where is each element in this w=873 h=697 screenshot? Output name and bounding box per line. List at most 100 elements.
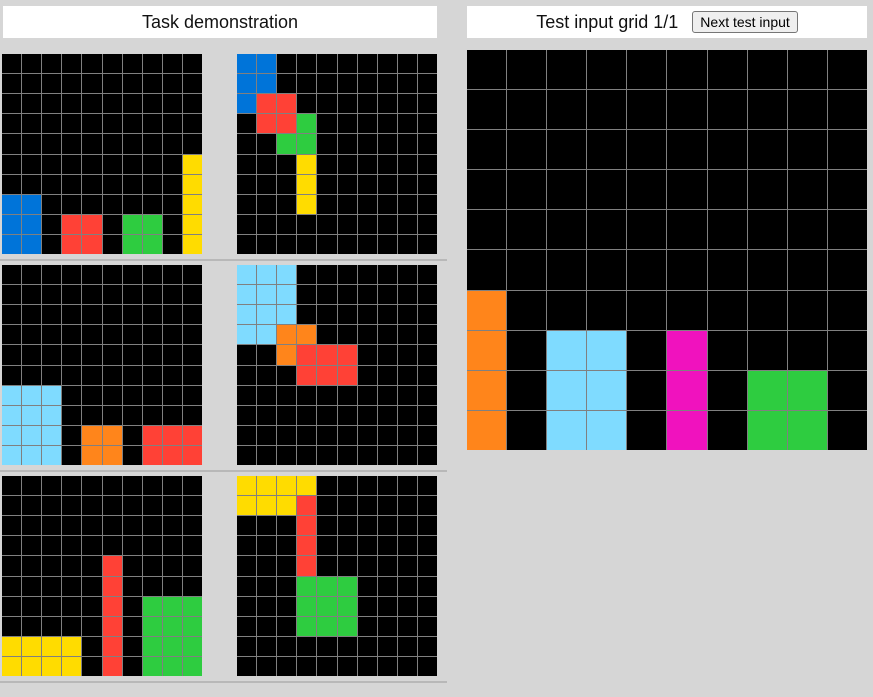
grid-cell bbox=[122, 536, 142, 556]
grid-cell bbox=[42, 636, 62, 656]
grid-cell bbox=[257, 345, 277, 365]
grid-cell bbox=[507, 330, 547, 370]
grid-cell bbox=[377, 636, 397, 656]
grid-cell bbox=[467, 290, 507, 330]
grid-cell bbox=[467, 130, 507, 170]
grid-cell bbox=[827, 90, 867, 130]
grid-cell bbox=[467, 90, 507, 130]
grid-cell bbox=[82, 174, 102, 194]
grid-cell bbox=[467, 370, 507, 410]
grid-cell bbox=[377, 114, 397, 134]
grid-cell bbox=[2, 496, 22, 516]
grid-cell bbox=[162, 576, 182, 596]
grid-cell bbox=[62, 556, 82, 576]
grid-cell bbox=[397, 365, 417, 385]
grid-cell bbox=[142, 194, 162, 214]
grid-cell bbox=[397, 656, 417, 676]
grid-cell bbox=[747, 290, 787, 330]
grid-cell bbox=[2, 285, 22, 305]
grid-cell bbox=[82, 365, 102, 385]
grid-cell bbox=[467, 210, 507, 250]
grid-cell bbox=[547, 130, 587, 170]
grid-cell bbox=[317, 496, 337, 516]
grid-cell bbox=[357, 325, 377, 345]
grid-cell bbox=[102, 134, 122, 154]
grid-cell bbox=[162, 174, 182, 194]
grid-cell bbox=[162, 194, 182, 214]
grid-cell bbox=[297, 405, 317, 425]
grid-cell bbox=[397, 556, 417, 576]
grid-cell bbox=[277, 214, 297, 234]
grid-cell bbox=[162, 656, 182, 676]
grid-cell bbox=[237, 405, 257, 425]
grid-cell bbox=[182, 636, 202, 656]
grid-cell bbox=[2, 345, 22, 365]
grid-cell bbox=[82, 596, 102, 616]
grid-cell bbox=[357, 94, 377, 114]
grid-cell bbox=[297, 194, 317, 214]
grid-cell bbox=[82, 385, 102, 405]
grid-cell bbox=[627, 170, 667, 210]
grid-cell bbox=[122, 265, 142, 285]
grid-cell bbox=[257, 365, 277, 385]
grid-cell bbox=[277, 194, 297, 214]
grid-cell bbox=[102, 345, 122, 365]
grid-cell bbox=[122, 516, 142, 536]
grid-cell bbox=[357, 154, 377, 174]
grid-cell bbox=[102, 405, 122, 425]
grid-cell bbox=[122, 576, 142, 596]
grid-cell bbox=[667, 410, 707, 450]
grid-cell bbox=[42, 94, 62, 114]
grid-cell bbox=[337, 536, 357, 556]
grid-cell bbox=[277, 476, 297, 496]
grid-cell bbox=[237, 425, 257, 445]
grid-cell bbox=[62, 636, 82, 656]
grid-cell bbox=[827, 290, 867, 330]
grid-cell bbox=[787, 410, 827, 450]
grid-cell bbox=[22, 576, 42, 596]
pair-divider bbox=[0, 681, 447, 683]
grid-cell bbox=[417, 114, 437, 134]
grid-cell bbox=[2, 616, 22, 636]
grid-cell bbox=[507, 50, 547, 90]
grid-cell bbox=[62, 345, 82, 365]
next-test-input-button[interactable]: Next test input bbox=[692, 11, 798, 33]
grid-cell bbox=[162, 214, 182, 234]
grid-cell bbox=[317, 325, 337, 345]
grid-cell bbox=[122, 154, 142, 174]
grid-cell bbox=[397, 476, 417, 496]
grid-cell bbox=[42, 616, 62, 636]
grid-cell bbox=[102, 636, 122, 656]
grid-cell bbox=[417, 285, 437, 305]
grid-cell bbox=[102, 476, 122, 496]
grid-cell bbox=[667, 170, 707, 210]
grid-cell bbox=[257, 305, 277, 325]
grid-cell bbox=[142, 496, 162, 516]
grid-cell bbox=[182, 596, 202, 616]
grid-cell bbox=[257, 405, 277, 425]
grid-cell bbox=[337, 285, 357, 305]
grid-cell bbox=[417, 596, 437, 616]
grid-cell bbox=[337, 345, 357, 365]
grid-cell bbox=[377, 496, 397, 516]
grid-cell bbox=[707, 330, 747, 370]
grid-cell bbox=[507, 210, 547, 250]
grid-cell bbox=[122, 365, 142, 385]
grid-cell bbox=[237, 596, 257, 616]
grid-cell bbox=[257, 74, 277, 94]
grid-cell bbox=[2, 74, 22, 94]
grid-cell bbox=[317, 656, 337, 676]
grid-cell bbox=[102, 616, 122, 636]
grid-cell bbox=[587, 290, 627, 330]
grid-cell bbox=[297, 516, 317, 536]
grid-cell bbox=[357, 385, 377, 405]
grid-cell bbox=[297, 265, 317, 285]
grid-cell bbox=[277, 94, 297, 114]
grid-cell bbox=[707, 250, 747, 290]
grid-cell bbox=[417, 496, 437, 516]
grid-cell bbox=[397, 194, 417, 214]
grid-cell bbox=[337, 114, 357, 134]
grid-cell bbox=[237, 234, 257, 254]
grid-cell bbox=[297, 174, 317, 194]
grid-cell bbox=[142, 656, 162, 676]
